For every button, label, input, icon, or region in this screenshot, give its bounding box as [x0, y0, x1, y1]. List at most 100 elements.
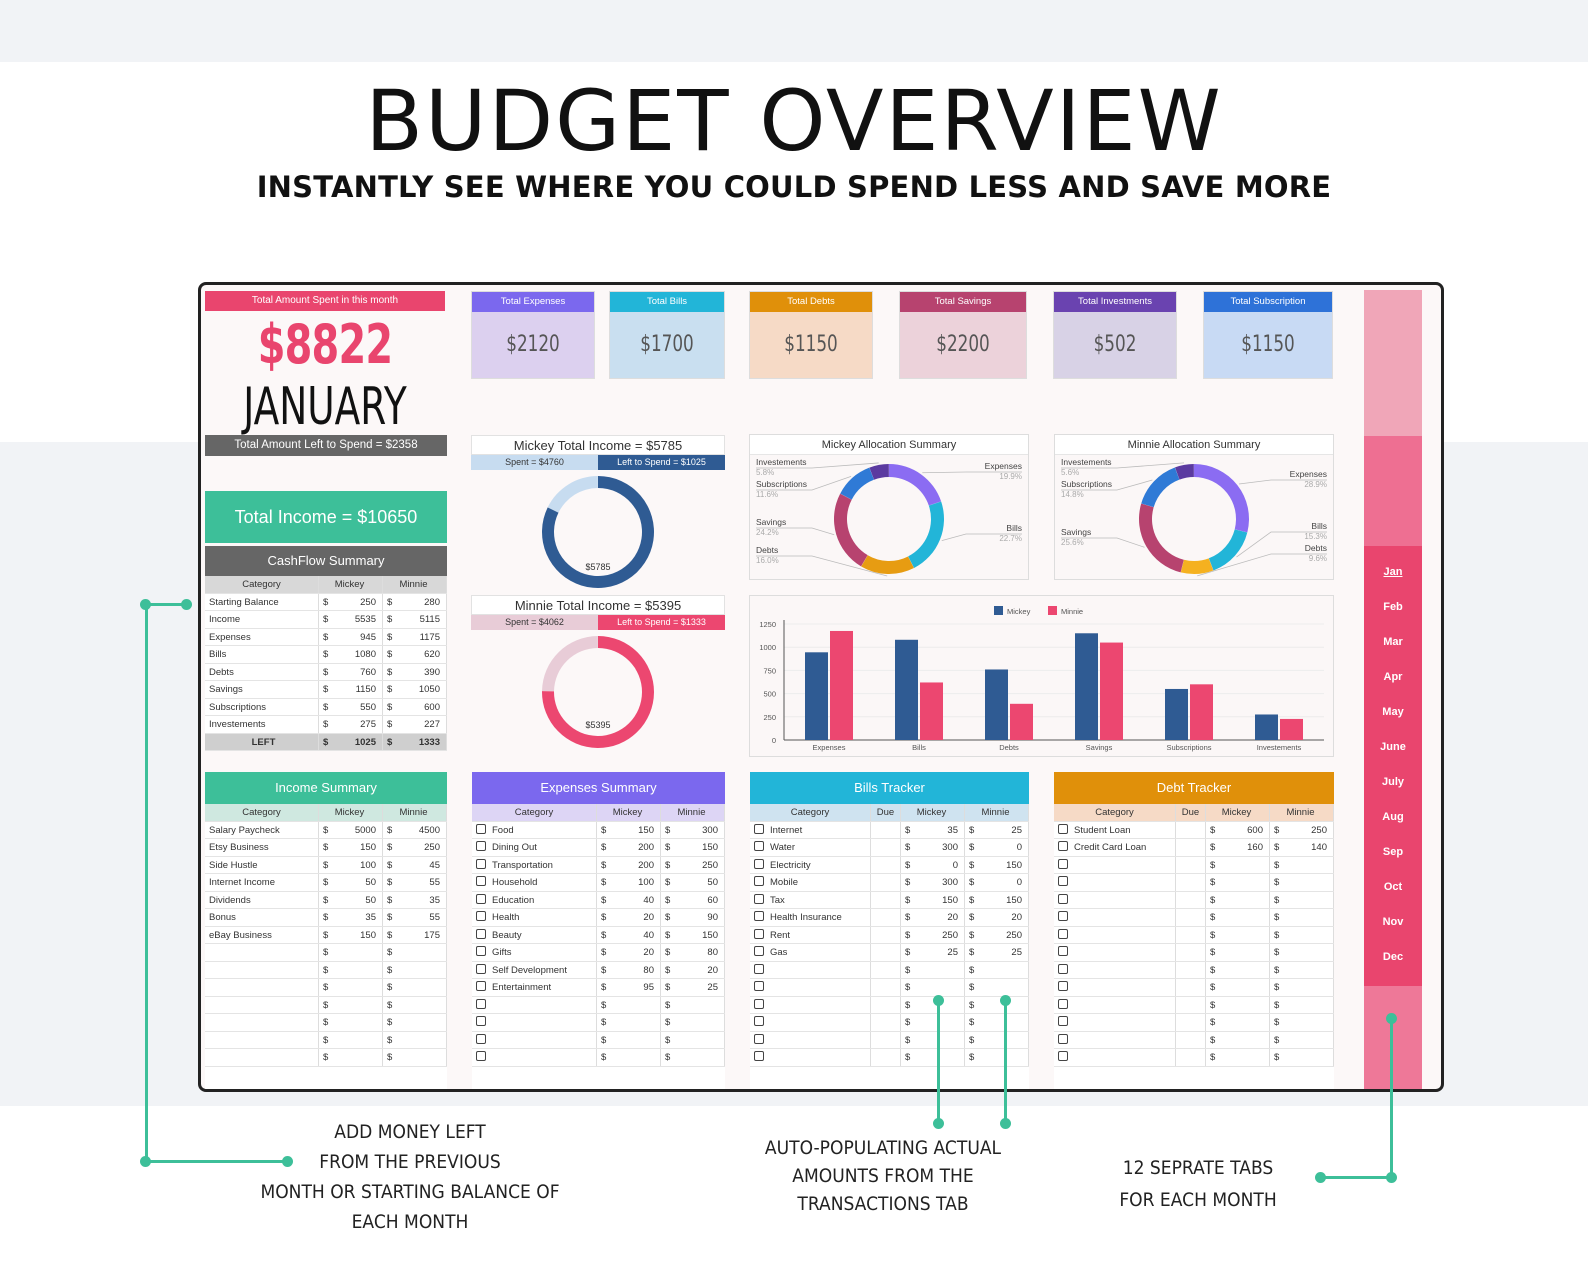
- mickey-amount-cell[interactable]: $550: [319, 698, 383, 715]
- row-checkbox[interactable]: [476, 1033, 486, 1044]
- mickey-amount-cell[interactable]: $250: [901, 926, 965, 943]
- row-checkbox[interactable]: [476, 1016, 486, 1026]
- mickey-amount-cell[interactable]: $: [901, 961, 965, 978]
- month-tab[interactable]: July: [1381, 776, 1404, 788]
- mickey-amount-cell[interactable]: $35: [319, 909, 383, 926]
- row-checkbox[interactable]: [1058, 946, 1068, 956]
- minnie-amount-cell[interactable]: $: [383, 996, 447, 1013]
- month-tab[interactable]: June: [1380, 741, 1406, 753]
- minnie-amount-cell[interactable]: $250: [383, 839, 447, 856]
- mickey-amount-cell[interactable]: $250: [319, 593, 383, 610]
- mickey-amount-cell[interactable]: $: [1206, 909, 1270, 926]
- mickey-amount-cell[interactable]: $: [901, 1031, 965, 1048]
- minnie-amount-cell[interactable]: $620: [383, 646, 447, 663]
- month-tab[interactable]: Apr: [1383, 671, 1403, 683]
- row-due[interactable]: [1176, 821, 1206, 838]
- row-checkbox[interactable]: [476, 963, 486, 974]
- mickey-amount-cell[interactable]: $: [1206, 979, 1270, 996]
- mickey-amount-cell[interactable]: $100: [319, 856, 383, 873]
- row-due[interactable]: [871, 909, 901, 926]
- row-checkbox[interactable]: [1058, 841, 1068, 851]
- row-due[interactable]: [1176, 996, 1206, 1013]
- minnie-amount-cell[interactable]: $280: [383, 593, 447, 610]
- row-due[interactable]: [871, 961, 901, 978]
- row-checkbox[interactable]: [754, 911, 764, 921]
- row-due[interactable]: [1176, 856, 1206, 873]
- minnie-amount-cell[interactable]: $90: [661, 909, 725, 926]
- minnie-amount-cell[interactable]: $: [965, 979, 1029, 996]
- row-checkbox[interactable]: [754, 981, 764, 991]
- minnie-amount-cell[interactable]: $: [965, 1049, 1029, 1066]
- row-checkbox[interactable]: [754, 841, 764, 851]
- row-checkbox[interactable]: [1058, 1016, 1068, 1026]
- minnie-amount-cell[interactable]: $25: [965, 944, 1029, 961]
- row-due[interactable]: [871, 1014, 901, 1031]
- mickey-amount-cell[interactable]: $: [597, 1031, 661, 1048]
- month-tab[interactable]: Sep: [1382, 846, 1404, 858]
- minnie-amount-cell[interactable]: $: [383, 1049, 447, 1066]
- month-tab[interactable]: Aug: [1382, 811, 1404, 823]
- row-checkbox[interactable]: [476, 858, 486, 869]
- minnie-amount-cell[interactable]: $150: [965, 856, 1029, 873]
- month-tab[interactable]: Mar: [1383, 636, 1403, 648]
- row-checkbox[interactable]: [476, 876, 486, 886]
- row-due[interactable]: [1176, 961, 1206, 978]
- minnie-amount-cell[interactable]: $: [383, 944, 447, 961]
- mickey-amount-cell[interactable]: $760: [319, 663, 383, 680]
- row-due[interactable]: [1176, 1031, 1206, 1048]
- mickey-amount-cell[interactable]: $300: [901, 839, 965, 856]
- mickey-amount-cell[interactable]: $100: [597, 874, 661, 891]
- minnie-amount-cell[interactable]: $: [1270, 856, 1334, 873]
- mickey-amount-cell[interactable]: $25: [901, 944, 965, 961]
- mickey-amount-cell[interactable]: $275: [319, 716, 383, 733]
- mickey-amount-cell[interactable]: $: [1206, 1031, 1270, 1048]
- mickey-amount-cell[interactable]: $600: [1206, 821, 1270, 838]
- mickey-amount-cell[interactable]: $200: [597, 839, 661, 856]
- minnie-amount-cell[interactable]: $: [965, 1014, 1029, 1031]
- row-checkbox[interactable]: [1058, 893, 1068, 904]
- minnie-amount-cell[interactable]: $150: [661, 839, 725, 856]
- row-due[interactable]: [871, 1031, 901, 1048]
- minnie-amount-cell[interactable]: $1050: [383, 681, 447, 698]
- mickey-amount-cell[interactable]: $0: [901, 856, 965, 873]
- row-due[interactable]: [871, 821, 901, 838]
- mickey-amount-cell[interactable]: $50: [319, 874, 383, 891]
- mickey-amount-cell[interactable]: $: [319, 944, 383, 961]
- minnie-amount-cell[interactable]: $: [965, 996, 1029, 1013]
- row-checkbox[interactable]: [476, 928, 486, 939]
- row-due[interactable]: [1176, 979, 1206, 996]
- mickey-amount-cell[interactable]: $: [1206, 996, 1270, 1013]
- row-checkbox[interactable]: [1058, 981, 1068, 991]
- row-checkbox[interactable]: [754, 893, 764, 904]
- mickey-amount-cell[interactable]: $: [1206, 961, 1270, 978]
- minnie-amount-cell[interactable]: $: [1270, 996, 1334, 1013]
- row-checkbox[interactable]: [1058, 823, 1068, 834]
- row-due[interactable]: [1176, 1049, 1206, 1066]
- mickey-amount-cell[interactable]: $945: [319, 628, 383, 645]
- minnie-amount-cell[interactable]: $45: [383, 856, 447, 873]
- row-checkbox[interactable]: [476, 893, 486, 904]
- minnie-amount-cell[interactable]: $250: [965, 926, 1029, 943]
- row-checkbox[interactable]: [754, 998, 764, 1009]
- minnie-amount-cell[interactable]: $: [661, 996, 725, 1013]
- minnie-amount-cell[interactable]: $: [383, 1014, 447, 1031]
- minnie-amount-cell[interactable]: $: [1270, 926, 1334, 943]
- row-checkbox[interactable]: [1058, 911, 1068, 921]
- minnie-amount-cell[interactable]: $: [965, 961, 1029, 978]
- minnie-amount-cell[interactable]: $: [1270, 1049, 1334, 1066]
- row-checkbox[interactable]: [1058, 998, 1068, 1009]
- minnie-amount-cell[interactable]: $0: [965, 839, 1029, 856]
- row-checkbox[interactable]: [476, 823, 486, 834]
- minnie-amount-cell[interactable]: $: [1270, 874, 1334, 891]
- row-checkbox[interactable]: [476, 946, 486, 956]
- minnie-amount-cell[interactable]: $35: [383, 891, 447, 908]
- row-checkbox[interactable]: [1058, 928, 1068, 939]
- row-due[interactable]: [1176, 909, 1206, 926]
- row-due[interactable]: [1176, 891, 1206, 908]
- row-due[interactable]: [871, 874, 901, 891]
- mickey-amount-cell[interactable]: $20: [597, 944, 661, 961]
- mickey-amount-cell[interactable]: $80: [597, 961, 661, 978]
- row-checkbox[interactable]: [476, 911, 486, 921]
- minnie-amount-cell[interactable]: $600: [383, 698, 447, 715]
- minnie-amount-cell[interactable]: $1175: [383, 628, 447, 645]
